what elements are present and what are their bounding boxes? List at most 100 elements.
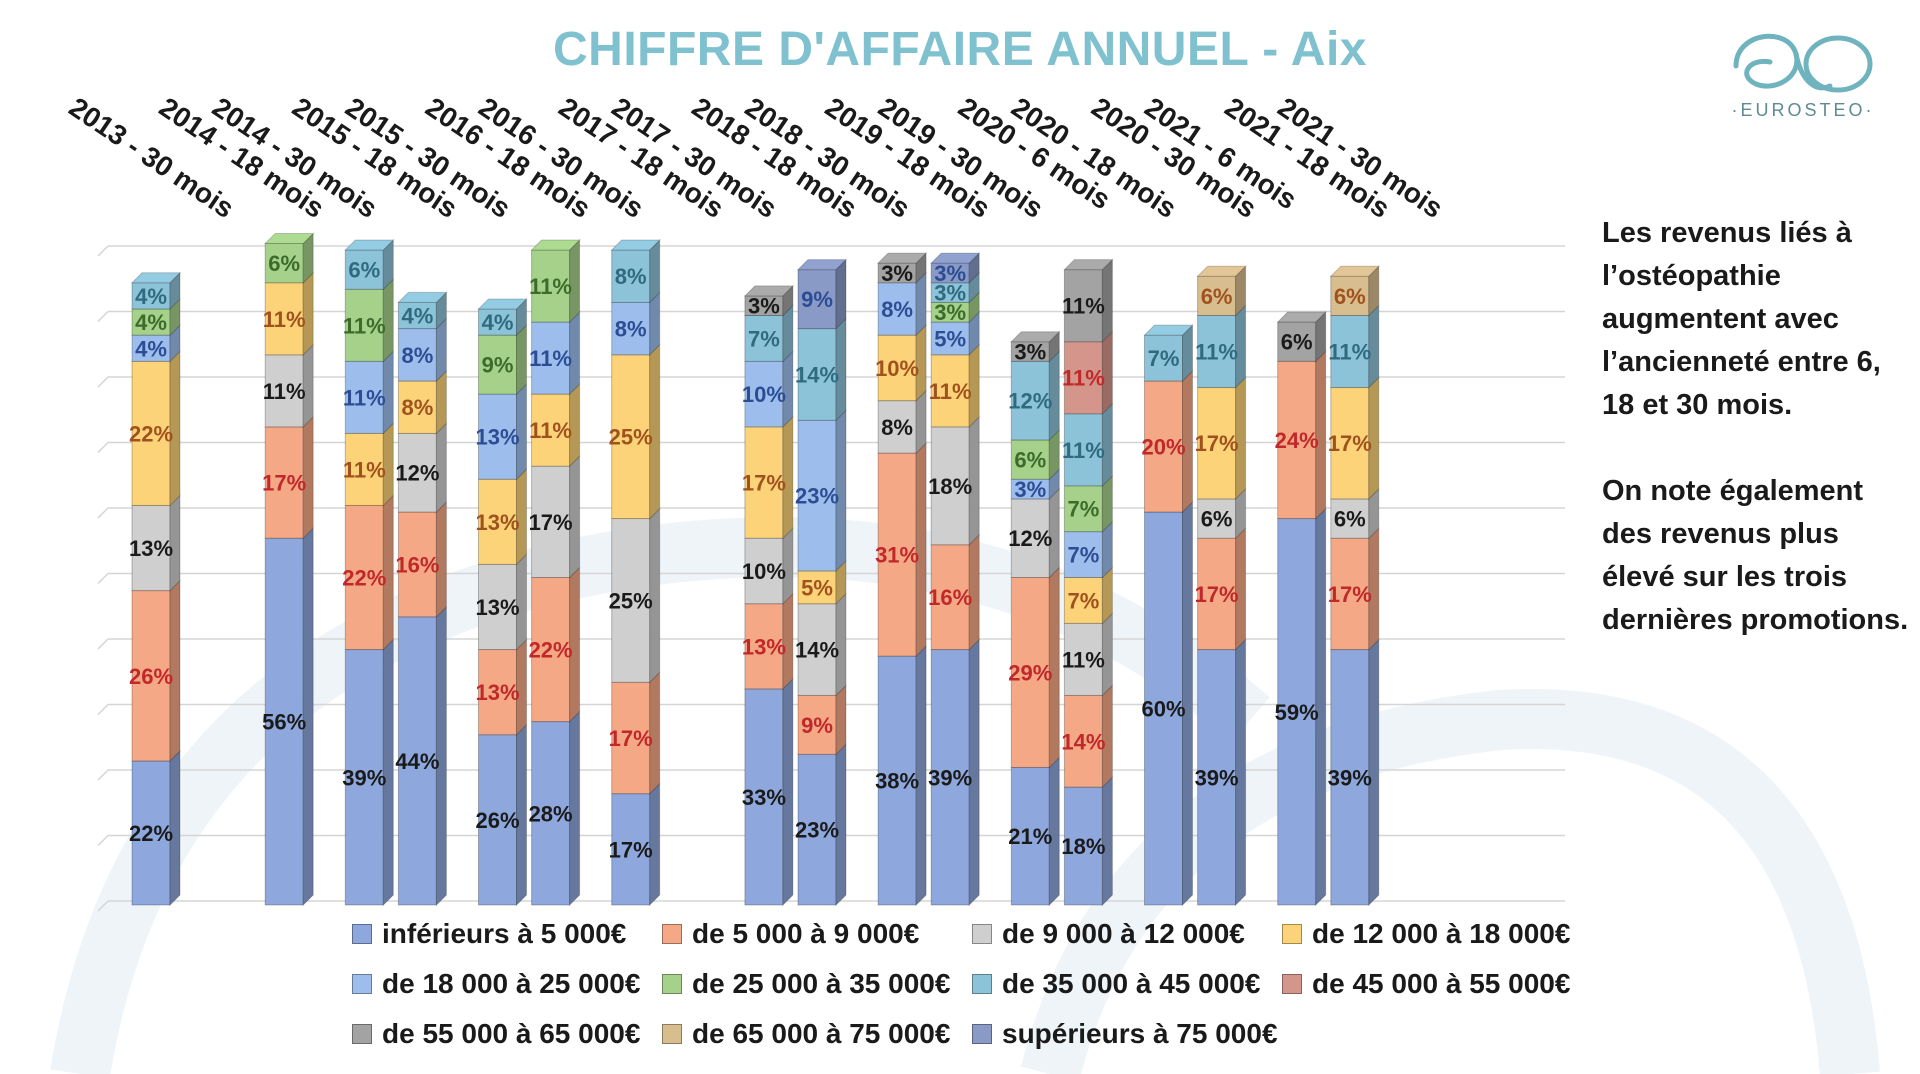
data-label: 3%	[934, 261, 966, 286]
gridline-depth	[97, 441, 109, 454]
bar-segment-side	[435, 369, 447, 435]
data-label: 8%	[615, 264, 647, 289]
data-label: 3%	[1014, 340, 1046, 365]
page-title: CHIFFRE D'AFFAIRE ANNUEL - Aix	[553, 23, 1367, 76]
bar-segment-side	[915, 251, 927, 284]
data-label: 3%	[934, 281, 966, 306]
data-label: 11%	[1195, 340, 1238, 365]
data-label: 23%	[795, 484, 839, 509]
bar-segment	[1144, 334, 1183, 382]
bar-segment	[478, 649, 517, 736]
data-label: 26%	[475, 808, 519, 833]
bar-segment	[397, 328, 437, 382]
bar-top	[743, 285, 795, 297]
bar-segment-side	[516, 468, 527, 566]
bar-segment	[797, 269, 837, 330]
bar-segment-side	[649, 507, 661, 684]
bar-top	[1063, 259, 1114, 271]
data-label: 16%	[395, 552, 439, 577]
bar-segment	[344, 504, 384, 651]
data-label: 60%	[1141, 697, 1185, 722]
bar-segment	[397, 380, 437, 434]
data-label: 17%	[1328, 431, 1372, 456]
data-label: 11%	[263, 307, 306, 332]
data-label: 11%	[343, 313, 386, 338]
gridline-depth	[97, 310, 109, 323]
bar-segment-side	[169, 297, 181, 337]
data-label: 24%	[1275, 428, 1319, 453]
legend-swatch	[352, 974, 372, 994]
data-label: 44%	[395, 749, 439, 774]
bar-segment	[478, 334, 517, 395]
legend-item: supérieurs à 75 000€	[972, 1018, 1278, 1050]
data-label: 23%	[795, 818, 839, 843]
data-label: 22%	[129, 421, 173, 446]
data-label: 8%	[402, 395, 434, 420]
bar-segment-side	[782, 415, 794, 540]
bar-segment	[397, 511, 437, 618]
legend-swatch	[662, 924, 682, 944]
bar-segment	[1197, 275, 1237, 317]
bar-segment	[531, 465, 571, 578]
bar-segment	[131, 504, 171, 592]
bar-segment	[131, 308, 171, 336]
legend-label: de 18 000 à 25 000€	[382, 968, 641, 999]
bar-segment	[478, 308, 517, 336]
bar-segment	[797, 570, 837, 605]
data-label: 11%	[1062, 294, 1105, 319]
data-label: 10%	[742, 382, 786, 407]
bar-top	[130, 272, 182, 284]
data-label: 11%	[1062, 366, 1105, 391]
bar-segment	[1197, 537, 1237, 651]
data-label: 28%	[529, 801, 573, 826]
legend-item: de 65 000 à 75 000€	[662, 1018, 950, 1050]
data-label: 39%	[928, 765, 972, 790]
data-label: 33%	[742, 785, 786, 810]
bar-top	[1010, 331, 1061, 343]
data-label: 4%	[402, 304, 434, 329]
legend-label: de 5 000 à 9 000€	[692, 918, 920, 949]
legend-label: inférieurs à 5 000€	[382, 918, 627, 949]
bar-segment-side	[915, 389, 927, 455]
data-label: 17%	[262, 471, 306, 496]
data-label: 9%	[801, 713, 833, 738]
commentary-paragraph-1: Les revenus liés à l’ostéopathie augment…	[1602, 217, 1881, 421]
data-label: 13%	[475, 425, 519, 450]
data-label: 9%	[801, 287, 833, 312]
data-label: 17%	[609, 726, 653, 751]
legend-swatch	[662, 974, 682, 994]
data-label: 12%	[395, 461, 439, 486]
bar-segment	[1010, 498, 1050, 578]
bar-segment	[478, 478, 517, 565]
bar-segment	[744, 315, 784, 362]
data-label: 17%	[1195, 431, 1239, 456]
bar-segment-side	[569, 382, 581, 468]
legend-item: de 18 000 à 25 000€	[352, 968, 640, 1000]
data-label: 4%	[135, 284, 167, 309]
legend-label: de 25 000 à 35 000€	[692, 968, 951, 999]
bar-top	[1196, 265, 1247, 277]
bar-segment-side	[169, 494, 181, 592]
data-label: 18%	[1061, 834, 1105, 859]
bar-segment-side	[782, 350, 794, 429]
bar-segment-side	[516, 297, 527, 337]
data-label: 3%	[1014, 477, 1046, 502]
data-label: 11%	[343, 385, 386, 410]
bar-segment-side	[915, 441, 927, 658]
bar-segment-side	[649, 238, 661, 304]
bar-segment	[397, 301, 437, 330]
bar-segment	[797, 603, 837, 696]
data-label: 13%	[475, 510, 519, 535]
data-label: 4%	[135, 310, 167, 335]
bar-segment	[1010, 577, 1050, 768]
legend-item: de 45 000 à 55 000€	[1282, 968, 1570, 1000]
legend-item: de 12 000 à 18 000€	[1282, 918, 1570, 950]
bar-segment	[1063, 269, 1103, 343]
legend-item: de 5 000 à 9 000€	[662, 918, 919, 950]
data-label: 29%	[1008, 660, 1052, 685]
data-label: 5%	[801, 575, 833, 600]
data-label: 38%	[875, 769, 919, 794]
data-label: 16%	[928, 585, 972, 610]
bar-segment	[478, 393, 517, 480]
